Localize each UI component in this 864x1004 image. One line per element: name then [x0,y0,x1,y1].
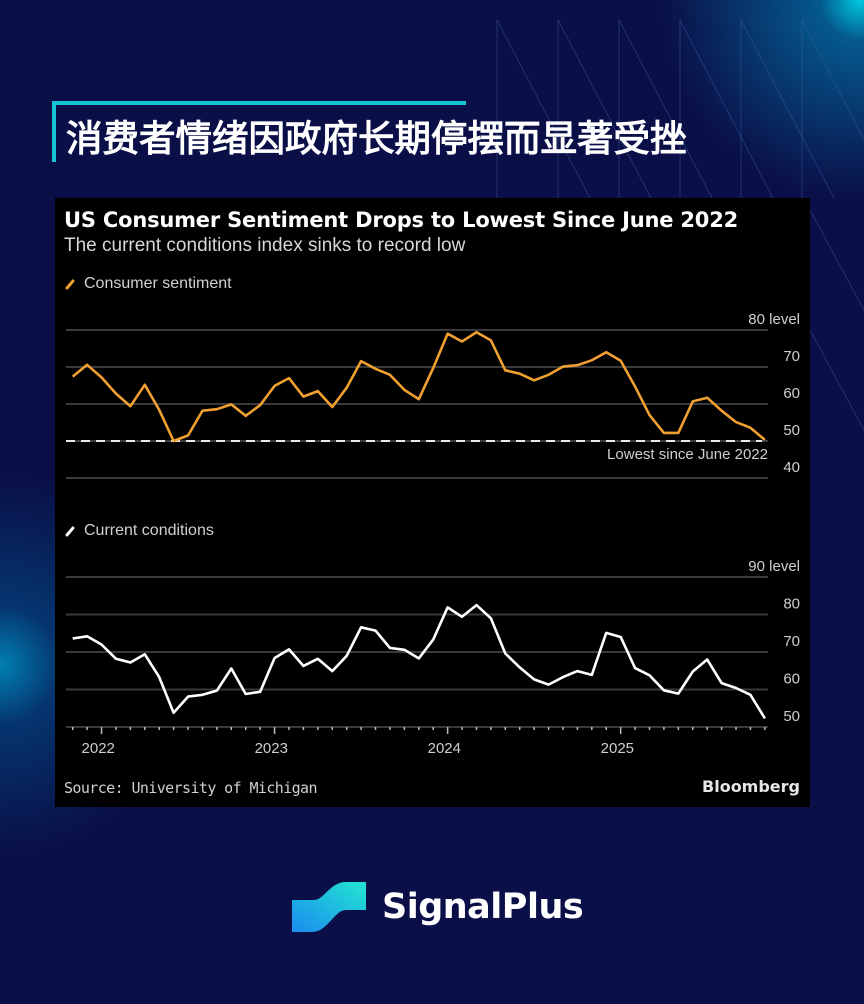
headline-accent-left [52,101,56,162]
legend-current-conditions: Current conditions [64,522,214,540]
y-tick-label: 50 [783,422,800,439]
y-tick-label: 90 level [748,558,800,575]
source-note: Source: University of Michigan [64,779,318,797]
x-tick-label: 2023 [255,740,288,757]
y-tick-label: 70 [783,348,800,365]
x-axis: 2022 2023 2024 2025 [71,727,766,757]
annotation-lowest-since: Lowest since June 2022 [607,446,768,463]
current-conditions-line [72,603,767,720]
y-tick-label: 80 [783,596,800,613]
y-tick-label: 60 [783,671,800,688]
consumer-sentiment-line [71,330,766,443]
headline-accent-top [52,101,466,105]
bloomberg-brand: Bloomberg [702,777,800,796]
x-tick-label: 2024 [428,740,461,757]
y-tick-label: 50 [783,708,800,725]
brand-name: SignalPlus [382,887,584,927]
legend-consumer-sentiment: Consumer sentiment [64,275,232,293]
y-tick-label: 40 [783,459,800,476]
headline: 消费者情绪因政府长期停摆而显著受挫 [66,117,687,160]
chart-subtitle: The current conditions index sinks to re… [64,235,466,256]
signalplus-wave-logo-icon [292,882,366,932]
chart-title: US Consumer Sentiment Drops to Lowest Si… [64,208,739,232]
x-tick-label: 2022 [82,740,115,757]
x-tick-label: 2025 [601,740,634,757]
y-tick-label: 80 level [748,311,800,328]
signalplus-logo: SignalPlus [290,880,584,934]
y-tick-label: 70 [783,633,800,650]
chart-panel: US Consumer Sentiment Drops to Lowest Si… [55,198,810,807]
legend-label: Current conditions [84,522,214,539]
legend-label: Consumer sentiment [84,275,232,292]
y-tick-label: 60 [783,385,800,402]
